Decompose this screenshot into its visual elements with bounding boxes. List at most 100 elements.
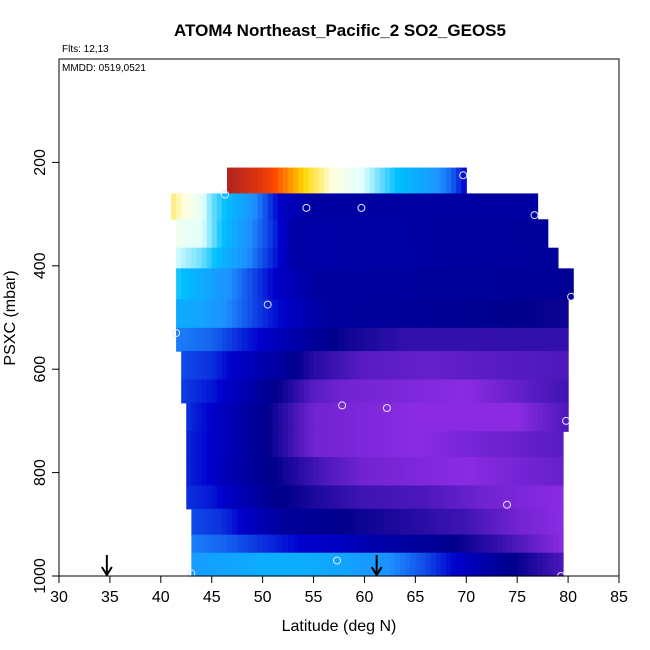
heatmap-cell: [481, 402, 488, 432]
heatmap-cell: [216, 402, 223, 432]
heatmap-cell: [293, 508, 299, 536]
heatmap-cell: [517, 299, 523, 329]
heatmap-cell: [522, 351, 528, 381]
heatmap-cell: [354, 219, 360, 249]
heatmap-cell: [400, 351, 406, 381]
heatmap-cell: [227, 485, 233, 510]
heatmap-cell: [445, 402, 452, 432]
heatmap-cell: [293, 485, 299, 510]
heatmap-cell: [430, 508, 437, 536]
heatmap-cell: [445, 431, 452, 458]
heatmap-cell: [389, 534, 396, 554]
heatmap-cell: [318, 508, 325, 536]
heatmap-cell: [232, 379, 238, 404]
heatmap-cell: [481, 457, 488, 487]
heatmap-cell: [252, 431, 259, 458]
heatmap-cell: [456, 402, 462, 432]
heatmap-cell: [420, 552, 427, 577]
heatmap-cell: [364, 167, 371, 195]
heatmap-cell: [456, 457, 462, 487]
chart-title: ATOM4 Northeast_Pacific_2 SO2_GEOS5: [174, 21, 506, 40]
heatmap-cell: [277, 552, 284, 577]
heatmap-cell: [298, 327, 304, 352]
heatmap-cell: [221, 299, 228, 329]
heatmap-cell: [201, 193, 208, 220]
heatmap-cell: [471, 268, 478, 300]
heatmap-cell: [191, 457, 198, 487]
heatmap-cell: [466, 534, 472, 554]
heatmap-cell: [532, 457, 539, 487]
heatmap-cell: [359, 485, 366, 510]
heatmap-cell: [552, 268, 559, 300]
heatmap-cell: [252, 327, 259, 352]
heatmap-cell: [466, 268, 472, 300]
heatmap-cell: [257, 457, 264, 487]
heatmap-cell: [507, 247, 513, 269]
heatmap-cell: [242, 402, 248, 432]
heatmap-cell: [410, 534, 416, 554]
heatmap-cell: [486, 534, 493, 554]
heatmap-cell: [501, 431, 508, 458]
heatmap-cell: [206, 299, 213, 329]
heatmap-cell: [379, 457, 386, 487]
heatmap-cell: [333, 402, 340, 432]
heatmap-cell: [359, 431, 366, 458]
heatmap-cell: [547, 485, 554, 510]
heatmap-cell: [491, 193, 498, 220]
heatmap-cell: [257, 552, 264, 577]
sample-point: [382, 404, 391, 412]
heatmap-cell: [318, 351, 325, 381]
heatmap-cell: [379, 431, 386, 458]
heatmap-cell: [496, 299, 503, 329]
heatmap-cell: [252, 351, 259, 381]
heatmap-cell: [359, 247, 366, 269]
heatmap-cell: [374, 219, 381, 249]
heatmap-cell: [206, 351, 213, 381]
heatmap-cell: [267, 268, 274, 300]
heatmap-cell: [486, 379, 493, 404]
heatmap-cell: [181, 379, 187, 404]
heatmap-cell: [288, 485, 294, 510]
heatmap-cell: [196, 508, 203, 536]
heatmap-cell: [451, 193, 457, 220]
heatmap-cell: [211, 534, 218, 554]
heatmap-cell: [216, 485, 223, 510]
heatmap-cell: [364, 299, 371, 329]
heatmap-cell: [201, 552, 208, 577]
heatmap-cell: [369, 193, 376, 220]
heatmap-cell: [323, 351, 330, 381]
heatmap-cell: [552, 485, 559, 510]
x-tick-label: 35: [101, 589, 119, 606]
heatmap-cell: [496, 247, 503, 269]
heatmap-cell: [451, 431, 457, 458]
heatmap-cell: [333, 327, 340, 352]
heatmap-cell: [542, 379, 549, 404]
heatmap-cell: [374, 402, 381, 432]
heatmap-cell: [389, 379, 396, 404]
heatmap-cell: [527, 268, 534, 300]
heatmap-cell: [379, 402, 386, 432]
heatmap-cell: [527, 508, 534, 536]
x-tick-label: 75: [508, 589, 526, 606]
heatmap-cell: [527, 552, 534, 577]
heatmap-cell: [425, 193, 432, 220]
heatmap-cell: [262, 219, 269, 249]
heatmap-cell: [232, 219, 238, 249]
heatmap-cell: [318, 431, 325, 458]
heatmap-cell: [344, 247, 350, 269]
heatmap-cell: [186, 193, 192, 220]
heatmap-cell: [176, 219, 182, 249]
heatmap-cell: [481, 379, 488, 404]
heatmap-cell: [374, 351, 381, 381]
heatmap-cell: [451, 167, 457, 195]
heatmap-cell: [313, 247, 320, 269]
heatmap-cell: [308, 351, 315, 381]
heatmap-cell: [435, 508, 442, 536]
heatmap-cell: [486, 402, 493, 432]
heatmap-cell: [415, 457, 422, 487]
heatmap-cell: [491, 457, 498, 487]
heatmap-cell: [405, 457, 411, 487]
heatmap-cell: [435, 485, 442, 510]
heatmap-cell: [247, 402, 254, 432]
